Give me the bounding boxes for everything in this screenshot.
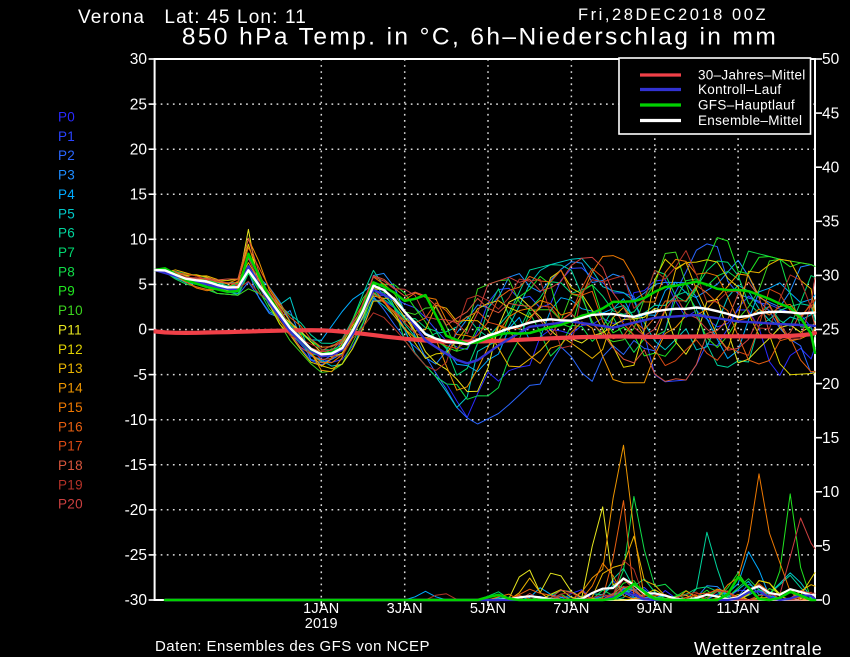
svg-text:10: 10 <box>822 484 840 501</box>
svg-text:Kontroll–Lauf: Kontroll–Lauf <box>698 82 781 97</box>
svg-text:Fri,28DEC2018 00Z: Fri,28DEC2018 00Z <box>578 6 768 24</box>
svg-text:30–Jahres–Mittel: 30–Jahres–Mittel <box>698 68 806 83</box>
svg-text:P17: P17 <box>58 439 83 454</box>
svg-text:-15: -15 <box>125 457 147 474</box>
svg-text:P16: P16 <box>58 419 83 434</box>
svg-text:0: 0 <box>822 592 831 609</box>
svg-text:P10: P10 <box>58 303 83 318</box>
svg-text:35: 35 <box>822 214 839 231</box>
svg-text:3JAN: 3JAN <box>387 601 423 617</box>
svg-text:-20: -20 <box>125 502 148 519</box>
svg-text:10: 10 <box>130 232 148 249</box>
svg-text:Daten: Ensembles des GFS von N: Daten: Ensembles des GFS von NCEP <box>155 638 430 655</box>
svg-text:5: 5 <box>138 277 147 294</box>
svg-text:-10: -10 <box>125 412 148 429</box>
svg-text:P2: P2 <box>58 148 75 163</box>
svg-text:P20: P20 <box>58 497 83 512</box>
svg-text:0: 0 <box>138 322 147 339</box>
svg-text:50: 50 <box>822 51 840 68</box>
svg-text:P6: P6 <box>58 226 75 241</box>
svg-text:2019: 2019 <box>305 616 338 632</box>
svg-text:P5: P5 <box>58 206 75 221</box>
svg-text:P12: P12 <box>58 342 83 357</box>
svg-text:20: 20 <box>822 376 840 393</box>
svg-text:GFS–Hauptlauf: GFS–Hauptlauf <box>698 98 795 113</box>
svg-text:850 hPa Temp. in °C, 6h–Nieder: 850 hPa Temp. in °C, 6h–Niederschlag in … <box>182 24 778 51</box>
svg-text:P1: P1 <box>58 129 75 144</box>
svg-text:30: 30 <box>130 51 148 68</box>
svg-text:-30: -30 <box>125 592 148 609</box>
svg-text:P19: P19 <box>58 477 83 492</box>
svg-text:P8: P8 <box>58 264 75 279</box>
svg-text:5: 5 <box>822 538 831 555</box>
svg-text:P9: P9 <box>58 284 75 299</box>
svg-text:P14: P14 <box>58 381 83 396</box>
svg-text:P18: P18 <box>58 458 83 473</box>
svg-text:15: 15 <box>822 430 839 447</box>
svg-text:P0: P0 <box>58 110 75 125</box>
svg-text:7JAN: 7JAN <box>553 601 589 617</box>
svg-text:P13: P13 <box>58 361 83 376</box>
svg-text:5JAN: 5JAN <box>470 601 506 617</box>
svg-text:11JAN: 11JAN <box>716 601 759 617</box>
svg-text:P11: P11 <box>58 323 82 338</box>
svg-text:P7: P7 <box>58 245 75 260</box>
svg-text:9JAN: 9JAN <box>637 601 673 617</box>
svg-text:40: 40 <box>822 159 840 176</box>
svg-text:Wetterzentrale: Wetterzentrale <box>694 639 823 657</box>
svg-text:25: 25 <box>130 96 147 113</box>
svg-text:1JAN: 1JAN <box>303 601 339 617</box>
svg-text:Ensemble–Mittel: Ensemble–Mittel <box>698 113 802 128</box>
svg-text:P3: P3 <box>58 168 75 183</box>
svg-text:25: 25 <box>822 322 839 339</box>
svg-text:20: 20 <box>130 141 148 158</box>
svg-text:45: 45 <box>822 105 839 122</box>
svg-text:P4: P4 <box>58 187 75 202</box>
svg-text:30: 30 <box>822 268 840 285</box>
svg-text:P15: P15 <box>58 400 83 415</box>
svg-text:-25: -25 <box>125 547 147 564</box>
svg-text:Verona Lat: 45 Lon: 11: Verona Lat: 45 Lon: 11 <box>78 7 307 28</box>
svg-text:15: 15 <box>130 186 147 203</box>
svg-text:-5: -5 <box>133 367 147 384</box>
